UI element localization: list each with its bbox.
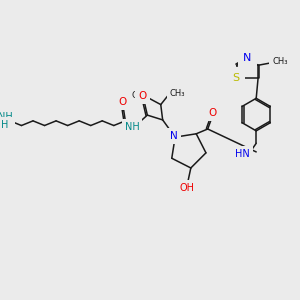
Text: HN: HN <box>236 149 250 159</box>
Text: O: O <box>118 97 127 107</box>
Text: O: O <box>208 108 217 118</box>
Text: NH: NH <box>125 122 140 132</box>
Text: N: N <box>243 53 251 63</box>
Text: CH₃: CH₃ <box>272 57 288 66</box>
Text: NH: NH <box>0 112 13 122</box>
Text: OH: OH <box>179 183 194 193</box>
Text: O: O <box>138 91 147 101</box>
Text: CH₃: CH₃ <box>132 92 147 100</box>
Text: S: S <box>232 73 239 83</box>
Text: H: H <box>2 120 9 130</box>
Text: CH₃: CH₃ <box>169 88 185 98</box>
Text: N: N <box>170 131 178 141</box>
